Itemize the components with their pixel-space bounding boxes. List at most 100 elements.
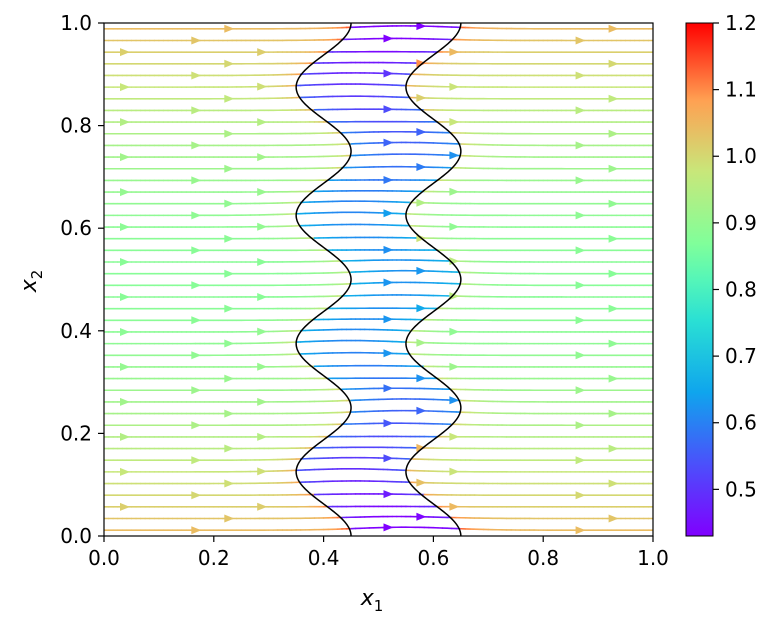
streamline-arrow: [191, 351, 202, 360]
streamline-arrow: [608, 374, 619, 383]
streamline-arrow: [120, 293, 130, 301]
streamline-arrow: [575, 386, 586, 395]
streamline-arrow: [575, 281, 586, 290]
streamline-arrow: [416, 93, 427, 102]
streamline-arrow: [575, 421, 586, 430]
streamline-arrow: [575, 176, 586, 185]
streamline-arrow: [449, 151, 460, 160]
streamline-arrow: [383, 209, 394, 218]
streamline-arrow: [257, 397, 268, 406]
streamline-arrow: [224, 164, 235, 173]
streamline-arrow: [257, 258, 268, 266]
streamline-arrow: [416, 128, 427, 136]
streamline-arrow: [224, 514, 235, 523]
streamline-arrow: [120, 83, 130, 92]
streamline-arrow: [120, 432, 130, 441]
streamline-arrow: [191, 141, 202, 150]
plot-area: [103, 22, 654, 537]
streamline-arrow: [383, 176, 394, 184]
streamline-arrow: [416, 304, 427, 313]
streamline-arrow: [416, 338, 427, 347]
streamline-arrow: [257, 293, 268, 301]
streamline-arrow: [224, 199, 235, 208]
streamline-arrow: [257, 502, 268, 511]
streamline-arrow: [416, 478, 427, 487]
streamline-arrow: [224, 94, 235, 103]
streamline-arrow: [608, 94, 619, 103]
streamline-arrow: [608, 269, 619, 278]
streamline-arrow: [416, 266, 427, 275]
streamlines: [104, 23, 653, 535]
streamline-arrow: [608, 514, 619, 523]
streamline-arrow: [449, 118, 460, 126]
streamline-arrow: [191, 316, 202, 325]
streamline-arrow: [449, 467, 460, 476]
streamline-arrow: [608, 479, 619, 488]
streamline-arrow: [120, 258, 130, 266]
streamline-arrow: [120, 188, 130, 197]
streamline-arrow: [257, 82, 268, 91]
streamline-arrow: [575, 211, 586, 220]
streamline-arrow: [416, 512, 427, 521]
streamline-arrow: [120, 118, 130, 127]
streamline-arrow: [224, 339, 235, 348]
streamline-arrow: [608, 129, 619, 138]
streamline-arrow: [416, 374, 427, 383]
streamline-arrow: [575, 106, 586, 115]
streamline-arrow: [257, 222, 268, 231]
streamline-arrow: [257, 188, 268, 196]
streamline-arrow: [416, 443, 427, 452]
streamline-arrow: [257, 327, 268, 336]
streamline-arrow: [120, 328, 130, 336]
streamline-arrow: [383, 278, 394, 287]
streamline-arrow: [191, 456, 202, 465]
streamline-arrow: [383, 315, 394, 324]
streamline-arrow: [449, 432, 460, 441]
streamline-arrow: [383, 349, 394, 358]
streamline-arrow: [224, 129, 235, 138]
streamline-arrow: [191, 491, 202, 500]
streamline-arrow: [191, 106, 202, 115]
streamline-arrow: [120, 397, 130, 406]
streamline-arrow: [383, 105, 394, 114]
streamline-arrow: [449, 187, 460, 196]
streamline-arrow: [257, 467, 268, 476]
streamline-arrow: [449, 362, 460, 371]
streamline-arrow: [383, 384, 394, 393]
streamline-arrow: [449, 327, 460, 336]
streamline-arrow: [191, 386, 202, 395]
streamline-arrow: [575, 526, 586, 535]
streamline-arrow: [383, 523, 394, 532]
streamline-arrow: [449, 222, 460, 231]
streamline-arrow: [257, 362, 268, 371]
streamline-arrow: [575, 71, 586, 80]
streamline-arrow: [191, 211, 202, 220]
streamline-arrow: [449, 292, 460, 301]
streamline-arrow: [257, 118, 268, 127]
streamline-arrow: [120, 362, 130, 371]
streamline-arrow: [191, 71, 202, 80]
streamline-arrow: [449, 82, 460, 91]
streamline-arrow: [608, 304, 619, 313]
streamline-arrow: [191, 281, 202, 290]
streamline-arrow: [608, 409, 619, 418]
streamline-arrow: [224, 444, 235, 453]
streamline-arrow: [120, 502, 130, 511]
streamline-arrow: [224, 374, 235, 383]
streamline-arrow: [449, 396, 460, 405]
streamline-arrow: [120, 467, 130, 476]
streamline-arrow: [224, 409, 235, 418]
streamline-arrow: [575, 316, 586, 325]
streamline-arrow: [383, 245, 394, 254]
streamline-arrow: [257, 432, 268, 441]
streamline-arrow: [449, 502, 460, 511]
streamline-arrow: [224, 304, 235, 313]
streamline-arrow: [608, 339, 619, 348]
streamline-arrow: [191, 526, 202, 535]
streamline-arrow: [608, 199, 619, 208]
streamline-arrow: [383, 138, 394, 147]
streamline-arrow: [383, 490, 394, 499]
streamline-arrow: [416, 406, 427, 415]
streamline-arrow: [383, 419, 394, 428]
streamline-arrow: [191, 246, 202, 255]
